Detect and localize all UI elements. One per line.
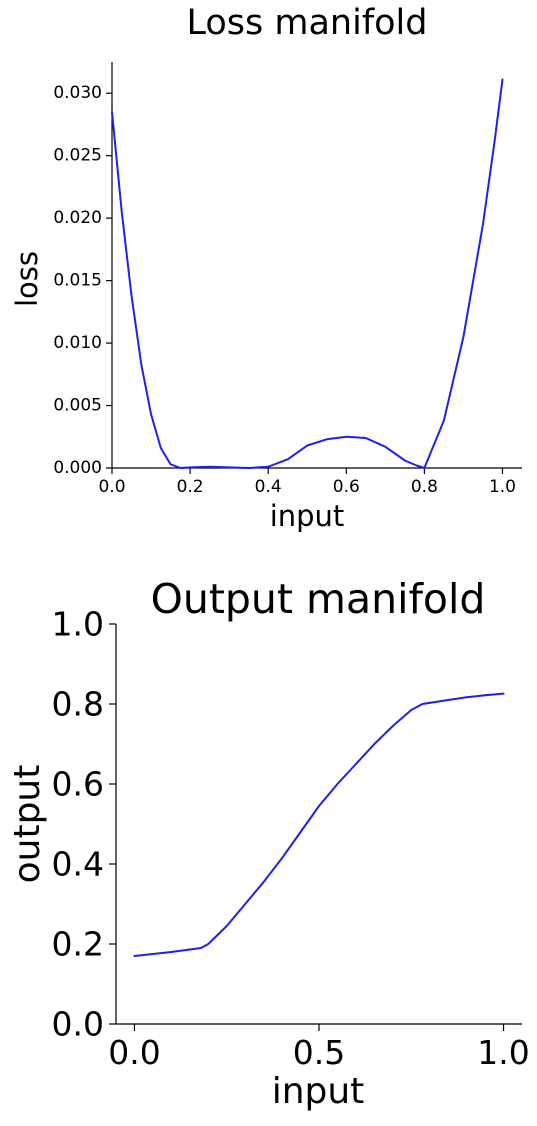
y-tick-label: 0.0 — [52, 1005, 104, 1044]
x-tick-label: 0.5 — [293, 1033, 345, 1072]
x-axis-label: input — [272, 1071, 365, 1112]
chart-title: Output manifold — [151, 575, 486, 623]
y-tick-label: 0.015 — [53, 271, 102, 291]
series-line — [111, 78, 504, 469]
axes — [111, 62, 522, 469]
y-tick-label: 0.030 — [53, 83, 102, 103]
y-tick-label: 0.005 — [53, 396, 102, 416]
y-tick-label: 0.010 — [53, 333, 102, 353]
x-tick-label: 0.0 — [108, 1033, 160, 1072]
axes — [115, 624, 522, 1025]
x-tick-label: 0.4 — [255, 477, 282, 497]
x-axis-label: input — [270, 499, 345, 533]
y-tick-label: 0.000 — [53, 458, 102, 478]
output-manifold-chart: Output manifold input output 0.0 0.5 1.00.… — [7, 575, 530, 1112]
y-axis-label: loss — [10, 251, 44, 307]
y-tick-label: 1.0 — [52, 605, 104, 644]
series — [133, 692, 505, 957]
y-tick-label: 0.4 — [52, 845, 104, 884]
y-tick-label: 0.025 — [53, 146, 102, 166]
y-tick-label: 0.2 — [52, 925, 104, 964]
x-tick-label: 0.6 — [333, 477, 360, 497]
loss-manifold-chart: Loss manifold input loss 0.0 0.2 0.4 0.6 0.8… — [10, 3, 522, 533]
y-tick-label: 0.020 — [53, 208, 102, 228]
ticks: 0.0 0.2 0.4 0.6 0.8 1.0 0.000 0.005 0.010 0.015 0.… — [53, 83, 516, 497]
x-tick-label: 0.8 — [411, 477, 438, 497]
chart-title: Loss manifold — [186, 3, 427, 43]
series — [111, 78, 504, 469]
x-tick-label: 1.0 — [489, 477, 516, 497]
x-tick-label: 0.0 — [98, 477, 125, 497]
series-line — [133, 692, 505, 957]
y-axis-label: output — [7, 765, 48, 884]
y-tick-label: 0.8 — [52, 685, 104, 724]
x-tick-label: 0.2 — [177, 477, 204, 497]
x-tick-label: 1.0 — [477, 1033, 529, 1072]
y-tick-label: 0.6 — [52, 765, 104, 804]
ticks: 0.0 0.5 1.0 0.0 0.2 0.4 0.6 0.8 1.0 — [52, 605, 530, 1073]
